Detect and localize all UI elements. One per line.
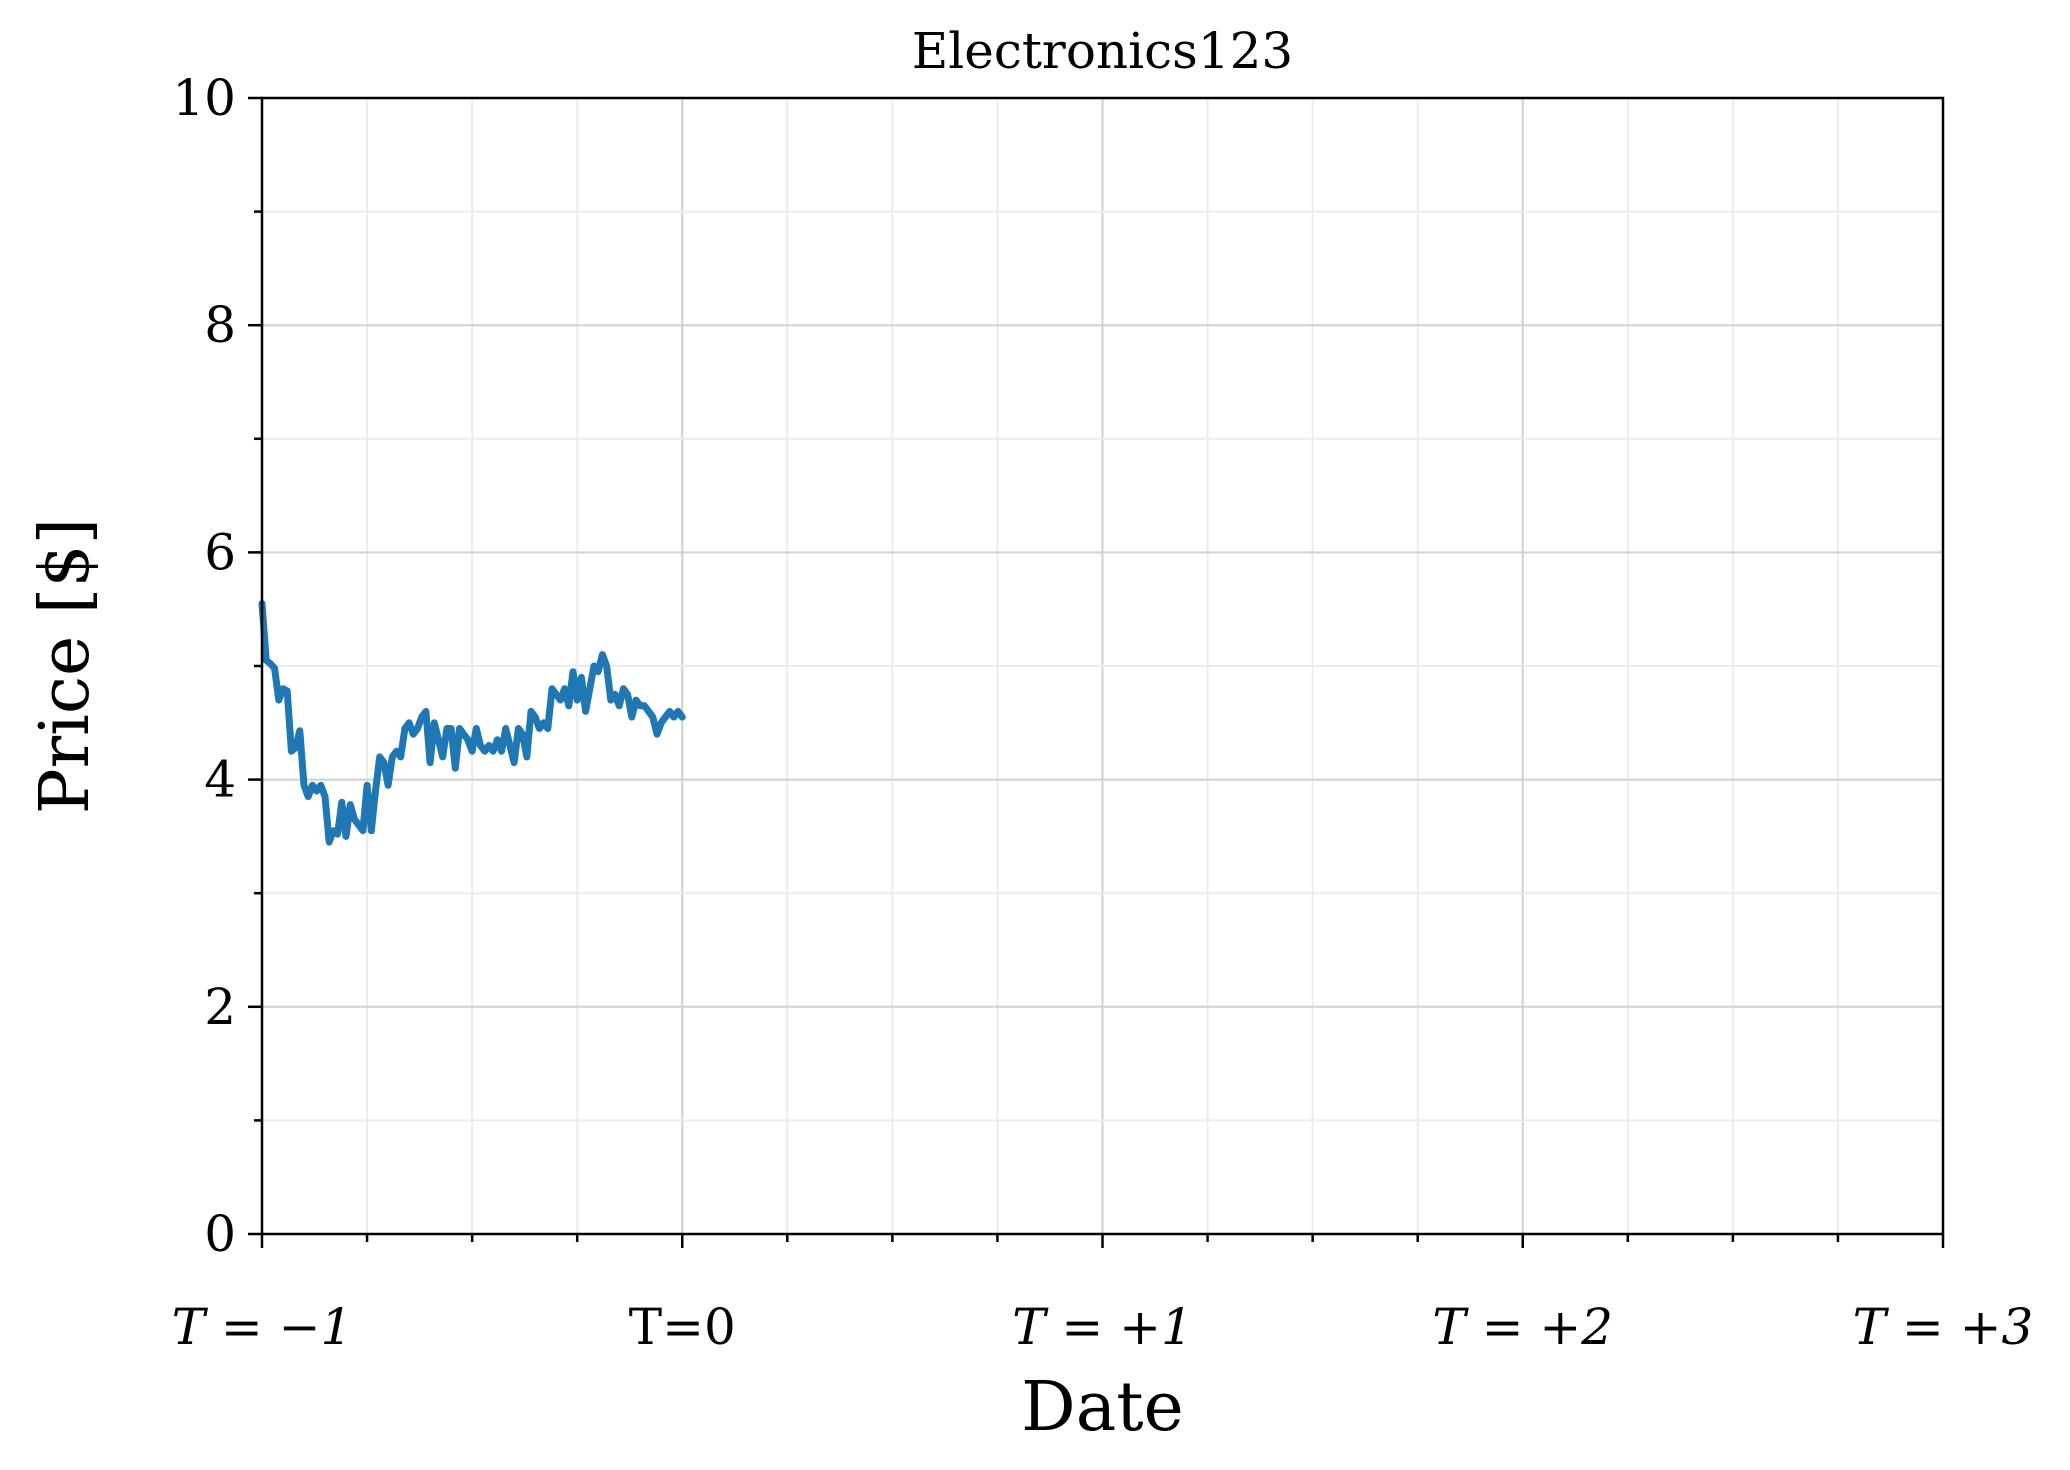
y-tick-label: 10 xyxy=(172,69,236,127)
y-tick-label: 4 xyxy=(204,751,236,809)
x-tick-label: T=0 xyxy=(629,1298,736,1356)
series-layer xyxy=(258,600,686,846)
grid xyxy=(262,98,1943,1234)
x-tick-label: T = −1 xyxy=(172,1298,353,1356)
x-tick-label: T = +2 xyxy=(1432,1298,1613,1356)
y-tick-label: 2 xyxy=(204,978,236,1036)
price-series-line xyxy=(258,600,686,846)
x-axis-title: Date xyxy=(1021,1368,1184,1447)
y-tick-label: 0 xyxy=(204,1205,236,1263)
y-axis-title: Price [$] xyxy=(26,518,105,814)
x-tick-label: T = +3 xyxy=(1853,1298,2034,1356)
axis-ticks xyxy=(248,96,1945,1248)
y-tick-label: 6 xyxy=(204,523,236,581)
x-tick-label: T = +1 xyxy=(1012,1298,1193,1356)
chart-title: Electronics123 xyxy=(912,22,1293,80)
y-tick-label: 8 xyxy=(204,296,236,354)
tick-labels: 0 2 4 6 8 10 T = −1 T=0 T = +1 T = +2 T = +3 xyxy=(172,69,2034,1356)
